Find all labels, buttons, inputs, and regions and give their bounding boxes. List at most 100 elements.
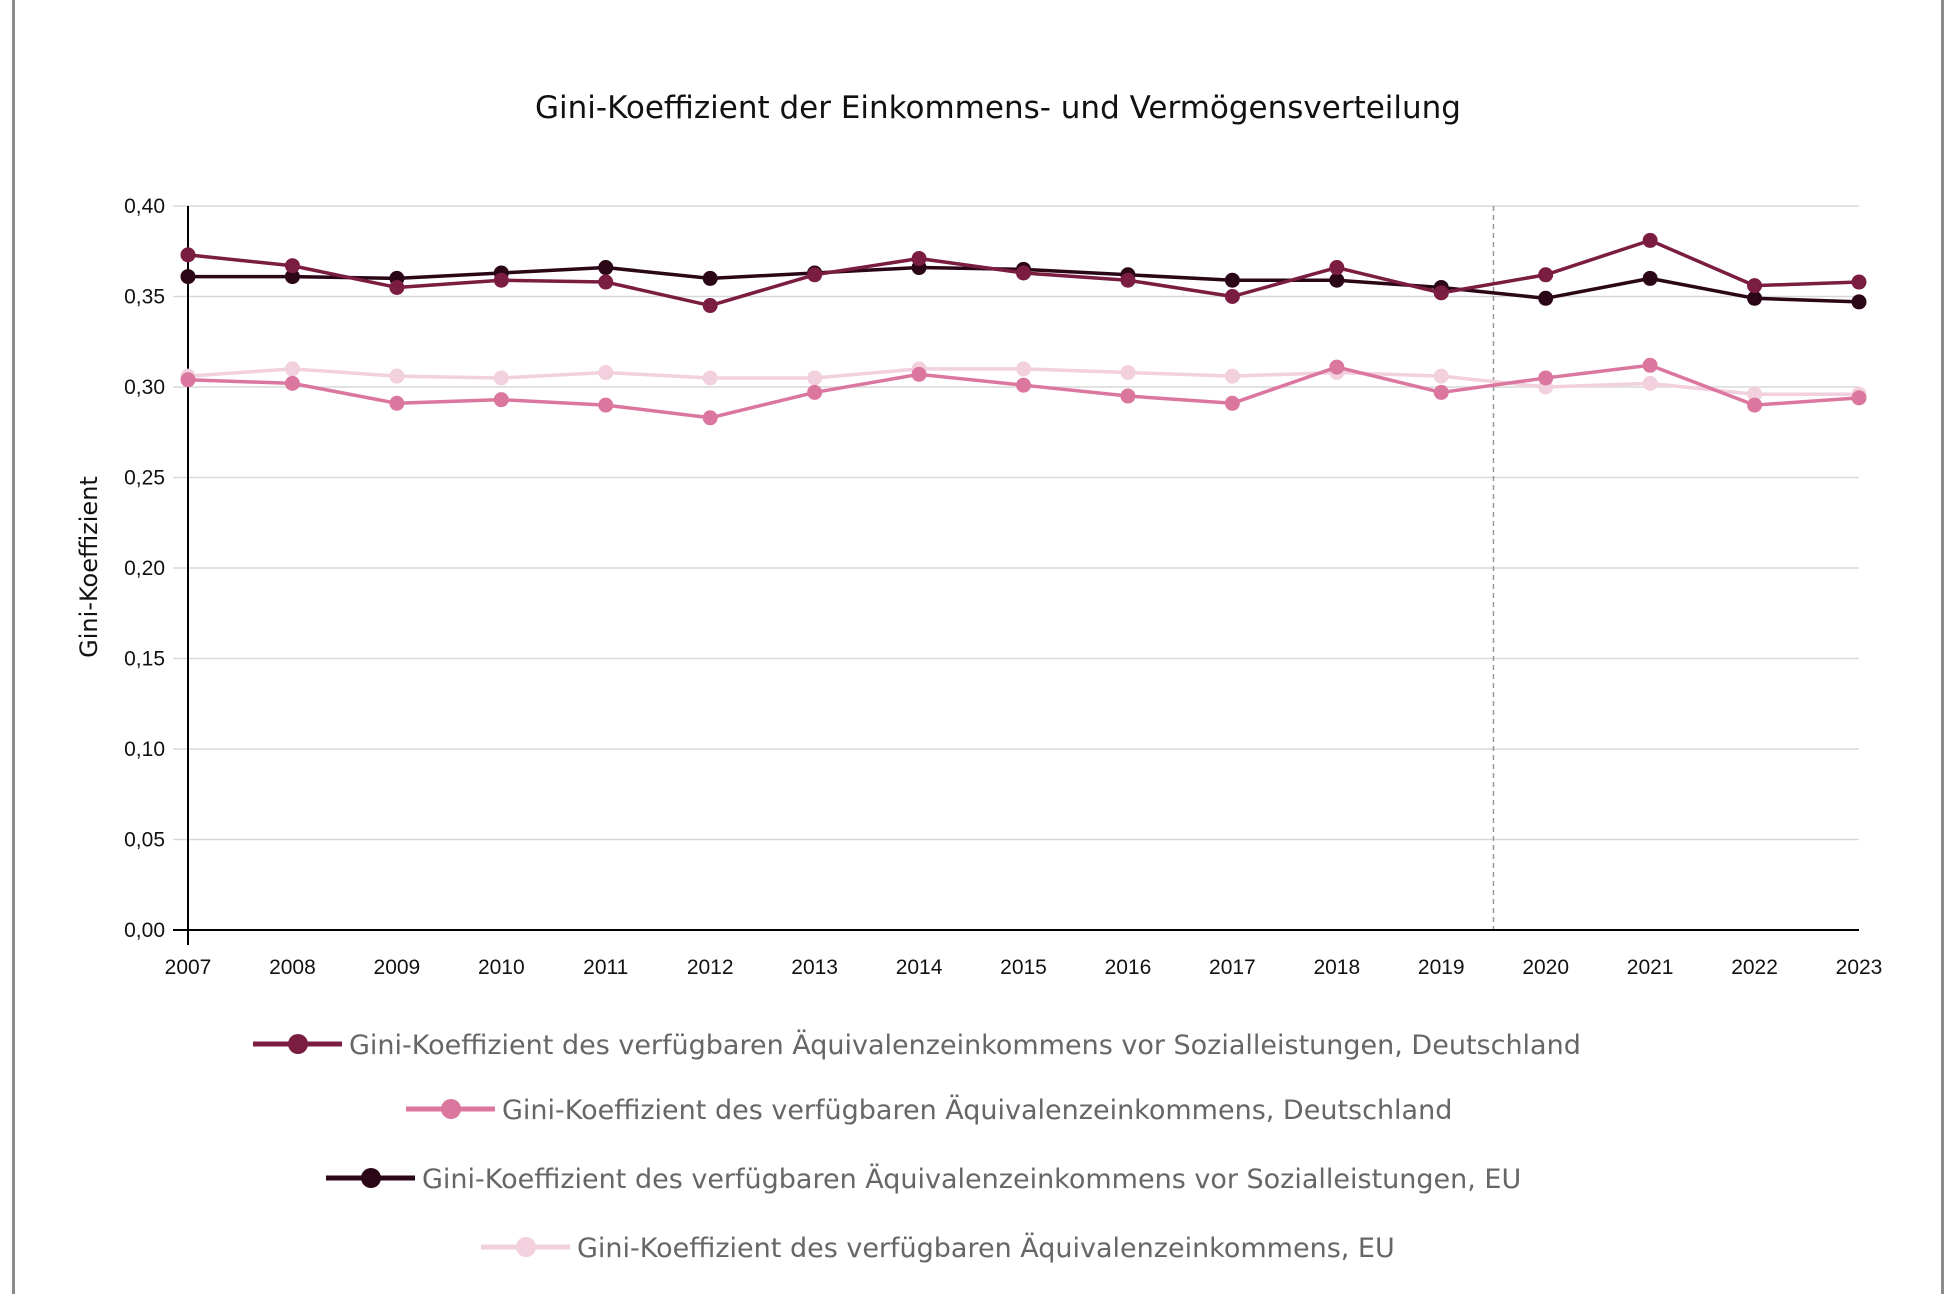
x-tick-label: 2007 (165, 956, 212, 979)
y-tick-label: 0,25 (124, 467, 165, 490)
data-point (180, 247, 196, 263)
data-point (1224, 395, 1240, 411)
data-point (911, 250, 927, 266)
data-point (1016, 377, 1031, 393)
legend-item[interactable]: Gini-Koeffizient des verfügbaren Äquival… (406, 1094, 1452, 1126)
data-point (493, 370, 509, 386)
x-tick-label: 2014 (896, 956, 943, 979)
data-point (702, 370, 718, 386)
legend-item[interactable]: Gini-Koeffizient des verfügbaren Äquival… (253, 1029, 1581, 1061)
x-tick-label: 2023 (1836, 956, 1883, 979)
data-point (598, 365, 614, 381)
legend-label: Gini-Koeffizient des verfügbaren Äquival… (502, 1094, 1452, 1126)
x-tick-label: 2015 (1000, 956, 1047, 979)
data-point (1747, 386, 1763, 402)
y-tick-label: 0,40 (124, 195, 165, 218)
series-group (180, 232, 1867, 426)
x-tick-label: 2018 (1313, 956, 1360, 979)
data-point (1224, 368, 1240, 384)
data-point (598, 397, 614, 413)
data-point (1851, 294, 1867, 310)
data-point (389, 368, 405, 384)
gridlines (173, 205, 1859, 841)
data-point (1851, 274, 1867, 290)
data-point (389, 279, 405, 295)
legend-label: Gini-Koeffizient des verfügbaren Äquival… (349, 1029, 1581, 1061)
data-point (493, 272, 509, 288)
data-point (1538, 290, 1554, 306)
data-point (702, 298, 718, 314)
data-point (1433, 368, 1449, 384)
data-point (807, 384, 823, 400)
data-point (1016, 265, 1031, 281)
y-tick-label: 0,20 (124, 557, 165, 580)
data-point (702, 410, 718, 426)
data-point (284, 258, 300, 274)
data-point (911, 366, 927, 382)
x-tick-label: 2008 (269, 956, 316, 979)
x-tick-label: 2009 (374, 956, 421, 979)
x-tick-label: 2019 (1418, 956, 1465, 979)
data-point (284, 361, 300, 377)
data-point (1329, 260, 1345, 276)
legend-marker-icon (288, 1034, 308, 1054)
y-axis-label: Gini-Koeffizient (75, 476, 103, 658)
x-tick-label: 2013 (791, 956, 838, 979)
data-point (1224, 272, 1240, 288)
data-point (284, 375, 300, 391)
y-tick-label: 0,00 (124, 919, 165, 942)
data-point (807, 370, 823, 386)
data-point (1642, 270, 1658, 286)
data-point (598, 260, 614, 276)
legend-marker-icon (441, 1099, 461, 1119)
legend: Gini-Koeffizient des verfügbaren Äquival… (253, 1029, 1581, 1264)
data-point (1120, 272, 1136, 288)
data-point (1642, 232, 1658, 248)
data-point (389, 395, 405, 411)
data-point (1329, 359, 1345, 375)
x-axis-ticks: 2007 2008 2009 2010 2011 2012 2013 2014 2015 2016… (165, 956, 1883, 979)
y-tick-label: 0,10 (124, 738, 165, 761)
data-point (1538, 267, 1554, 283)
data-point (1433, 384, 1449, 400)
y-tick-label: 0,35 (124, 286, 165, 309)
y-axis-ticks: 0,00 0,05 0,10 0,15 0,20 0,25 0,30 0,35 0,40 (124, 195, 165, 942)
data-point (1016, 361, 1031, 377)
x-tick-label: 2010 (478, 956, 525, 979)
x-tick-label: 2011 (583, 956, 628, 979)
data-point (702, 270, 718, 286)
legend-label: Gini-Koeffizient des verfügbaren Äquival… (577, 1232, 1395, 1264)
data-point (180, 269, 196, 285)
chart-frame (12, 0, 1944, 1294)
data-point (1851, 390, 1867, 406)
data-point (1120, 365, 1136, 381)
data-point (284, 269, 300, 285)
data-point (1120, 388, 1136, 404)
data-point (1538, 370, 1554, 386)
y-tick-label: 0,15 (124, 648, 165, 671)
legend-item[interactable]: Gini-Koeffizient des verfügbaren Äquival… (481, 1232, 1395, 1264)
data-point (598, 274, 614, 290)
data-point (1747, 397, 1763, 413)
data-point (1747, 278, 1763, 294)
legend-label: Gini-Koeffizient des verfügbaren Äquival… (422, 1163, 1521, 1195)
data-point (1642, 357, 1658, 373)
x-tick-label: 2021 (1627, 956, 1674, 979)
x-tick-label: 2022 (1731, 956, 1778, 979)
x-tick-label: 2020 (1522, 956, 1569, 979)
data-point (493, 392, 509, 408)
data-point (1747, 290, 1763, 306)
x-tick-label: 2017 (1209, 956, 1256, 979)
chart-title: Gini-Koeffizient der Einkommens- und Ver… (535, 90, 1461, 126)
data-point (1642, 375, 1658, 391)
axes (173, 206, 1859, 945)
series-1 (180, 232, 1867, 314)
data-point (1224, 289, 1240, 304)
data-point (1433, 285, 1449, 301)
data-point (180, 372, 196, 388)
data-point (1329, 272, 1345, 288)
x-tick-label: 2012 (687, 956, 734, 979)
y-tick-label: 0,30 (124, 376, 165, 399)
legend-item[interactable]: Gini-Koeffizient des verfügbaren Äquival… (326, 1163, 1521, 1195)
